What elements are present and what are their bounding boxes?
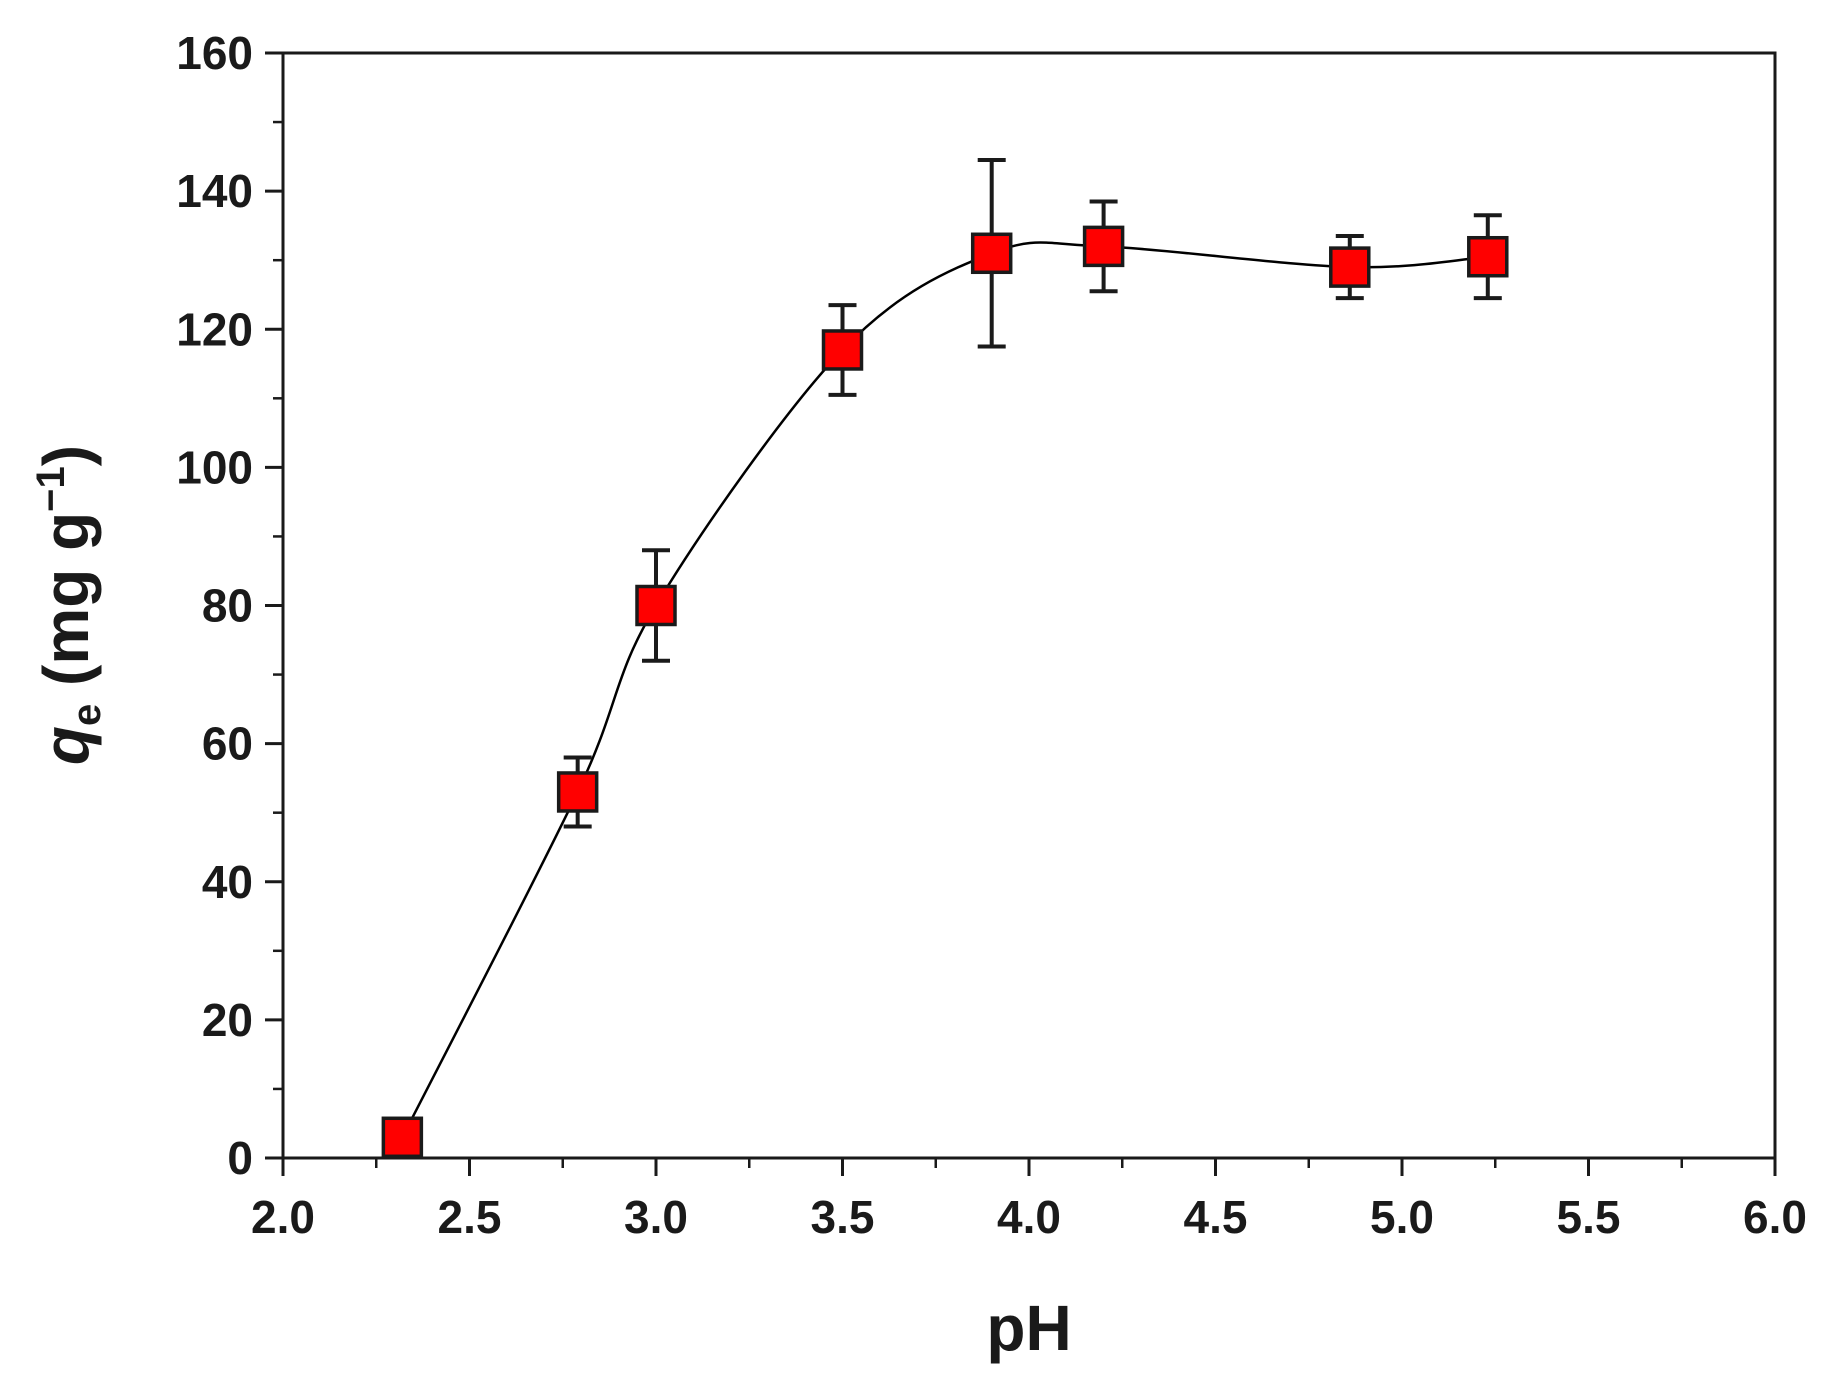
ticks: [265, 51, 1777, 1176]
data-point: [970, 232, 1013, 275]
tick-labels: 2.0 2.5 3.0 3.5 4.0 4.5 5.0 5.5 6.0 0 20 40 60 80 100 1…: [176, 27, 1807, 1243]
x-tick-label: 4.5: [1184, 1191, 1248, 1243]
x-tick-label: 2.5: [438, 1191, 502, 1243]
y-tick-label: 100: [176, 441, 253, 493]
y-axis-unit-open: (mg g: [30, 512, 102, 704]
data-point: [1467, 235, 1509, 278]
data-point: [556, 771, 599, 813]
data-point: [381, 1116, 424, 1159]
plot-frame: [281, 51, 1777, 1160]
x-tick-label: 5.0: [1370, 1191, 1434, 1243]
data-point: [635, 584, 677, 627]
x-tick-label: 5.5: [1557, 1191, 1621, 1243]
y-axis-subscript: e: [65, 704, 109, 726]
data-point: [1082, 225, 1125, 268]
fit-curve-layer: [401, 241, 1488, 1138]
x-axis-title: pH: [986, 1292, 1071, 1364]
y-tick-label: 0: [227, 1132, 253, 1184]
x-tick-label: 3.0: [624, 1191, 688, 1243]
data-markers: [381, 225, 1509, 1159]
y-tick-label: 20: [202, 994, 253, 1046]
data-point: [1329, 246, 1371, 288]
y-tick-label: 160: [176, 27, 253, 79]
x-tick-label: 6.0: [1743, 1191, 1807, 1243]
y-tick-label: 120: [176, 303, 253, 355]
y-axis-superscript: −1: [29, 466, 73, 512]
y-tick-label: 40: [202, 856, 253, 908]
x-tick-label: 3.5: [811, 1191, 875, 1243]
data-point: [821, 329, 864, 371]
x-tick-label: 2.0: [251, 1191, 315, 1243]
y-tick-label: 80: [202, 580, 253, 632]
x-tick-label: 4.0: [997, 1191, 1061, 1243]
y-axis-title: qe (mg g−1): [29, 445, 109, 765]
y-axis-symbol: q: [30, 726, 102, 765]
y-tick-label: 140: [176, 165, 253, 217]
fit-curve: [401, 241, 1488, 1138]
y-tick-label: 60: [202, 718, 253, 770]
y-axis-unit-close: ): [30, 445, 102, 466]
